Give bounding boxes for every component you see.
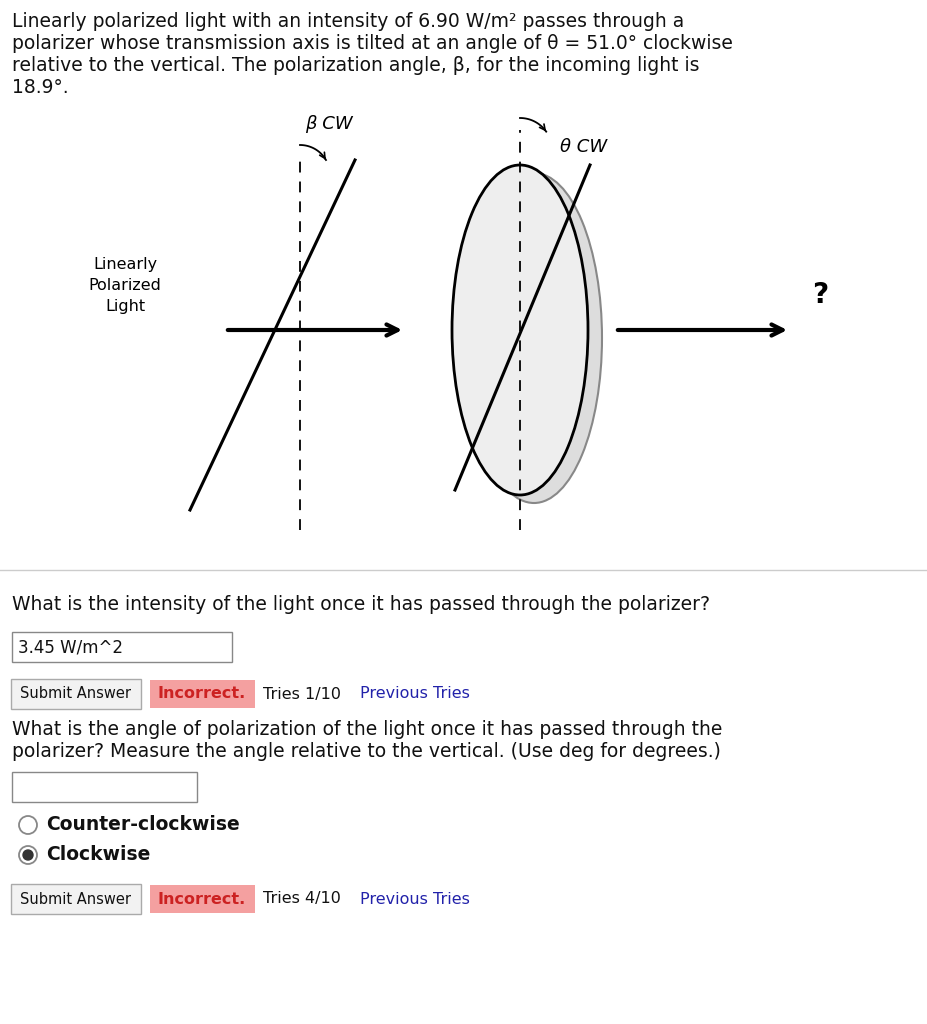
Text: β CW: β CW xyxy=(305,115,352,133)
Circle shape xyxy=(23,850,33,860)
Text: Clockwise: Clockwise xyxy=(46,846,150,864)
Text: What is the angle of polarization of the light once it has passed through the: What is the angle of polarization of the… xyxy=(12,720,722,739)
Text: Tries 4/10: Tries 4/10 xyxy=(263,892,341,906)
Text: What is the intensity of the light once it has passed through the polarizer?: What is the intensity of the light once … xyxy=(12,595,710,614)
Ellipse shape xyxy=(466,173,602,503)
FancyBboxPatch shape xyxy=(11,884,141,914)
Text: ?: ? xyxy=(812,281,828,309)
Circle shape xyxy=(19,816,37,834)
Text: Tries 1/10: Tries 1/10 xyxy=(263,686,341,701)
Text: Incorrect.: Incorrect. xyxy=(158,686,247,701)
Text: θ CW: θ CW xyxy=(560,138,607,156)
Text: Submit Answer: Submit Answer xyxy=(20,892,132,906)
Ellipse shape xyxy=(452,165,588,495)
FancyBboxPatch shape xyxy=(11,679,141,709)
Text: relative to the vertical. The polarization angle, β, for the incoming light is: relative to the vertical. The polarizati… xyxy=(12,56,700,75)
Text: 3.45 W/m^2: 3.45 W/m^2 xyxy=(18,638,123,656)
Text: Counter-clockwise: Counter-clockwise xyxy=(46,815,240,835)
Text: Previous Tries: Previous Tries xyxy=(360,892,470,906)
Text: Linearly
Polarized
Light: Linearly Polarized Light xyxy=(89,256,161,313)
Text: polarizer whose transmission axis is tilted at an angle of θ = 51.0° clockwise: polarizer whose transmission axis is til… xyxy=(12,34,733,53)
FancyBboxPatch shape xyxy=(150,680,255,708)
Text: polarizer? Measure the angle relative to the vertical. (Use deg for degrees.): polarizer? Measure the angle relative to… xyxy=(12,742,721,761)
FancyBboxPatch shape xyxy=(12,632,232,662)
Text: Submit Answer: Submit Answer xyxy=(20,686,132,701)
Text: Linearly polarized light with an intensity of 6.90 W/m² passes through a: Linearly polarized light with an intensi… xyxy=(12,12,684,31)
FancyBboxPatch shape xyxy=(12,772,197,802)
Text: Incorrect.: Incorrect. xyxy=(158,892,247,906)
FancyBboxPatch shape xyxy=(150,885,255,913)
Text: Previous Tries: Previous Tries xyxy=(360,686,470,701)
Text: 18.9°.: 18.9°. xyxy=(12,78,69,97)
Circle shape xyxy=(19,846,37,864)
